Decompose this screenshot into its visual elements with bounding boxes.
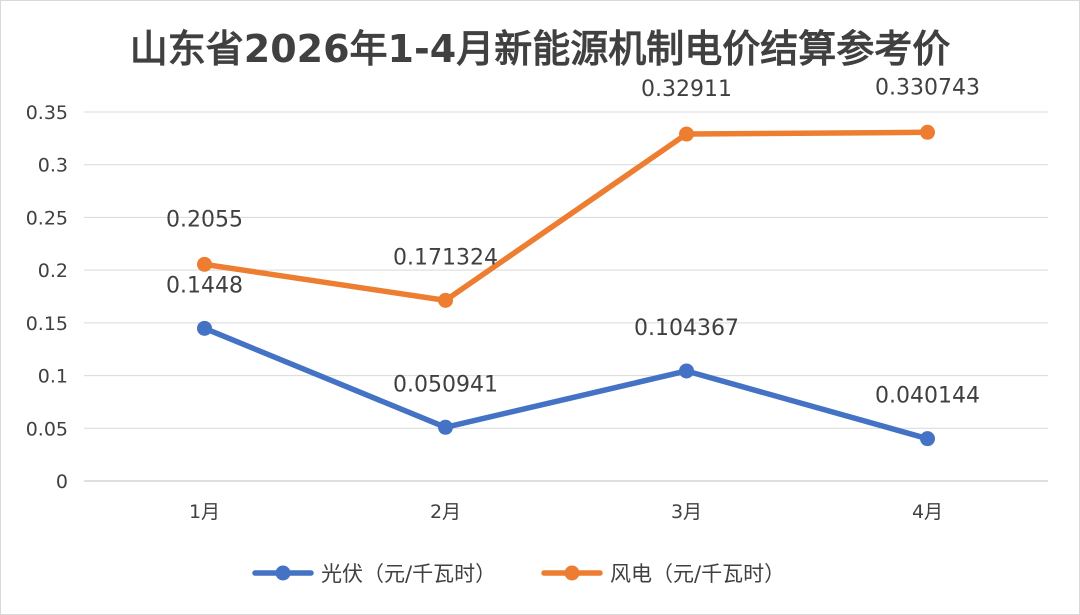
- y-tick-label: 0.25: [26, 207, 68, 229]
- data-point: [197, 256, 212, 272]
- series-line: [201, 129, 931, 304]
- y-tick-label: 0.15: [26, 313, 68, 335]
- x-axis-ticks: 1月 2月 3月 4月: [189, 501, 943, 523]
- data-labels: 0.1448 0.050941 0.104367 0.040144 0.2055 0.17…: [166, 75, 980, 408]
- chart-title: 山东省2026年1-4月新能源机制电价结算参考价: [129, 27, 951, 71]
- data-point: [679, 363, 694, 379]
- y-axis-ticks: 0 0.05 0.1 0.15 0.2 0.25 0.3 0.35: [26, 102, 68, 493]
- data-point: [920, 431, 935, 447]
- legend-swatch-marker: [564, 565, 580, 581]
- legend: 光伏（元/千瓦时） 风电（元/千瓦时）: [252, 562, 785, 586]
- data-label: 0.32911: [641, 77, 732, 102]
- data-point: [438, 419, 453, 435]
- series-lines: [197, 124, 935, 447]
- y-tick-label: 0.1: [38, 366, 68, 388]
- y-tick-label: 0.35: [26, 102, 68, 124]
- x-tick-label: 2月: [430, 501, 461, 523]
- data-point: [438, 292, 453, 308]
- data-point: [197, 320, 212, 336]
- data-label: 0.040144: [875, 384, 980, 409]
- x-tick-label: 3月: [671, 501, 702, 523]
- x-tick-label: 4月: [912, 501, 943, 523]
- y-tick-label: 0.3: [38, 155, 68, 177]
- y-tick-label: 0: [56, 471, 68, 493]
- data-label: 0.2055: [166, 207, 243, 232]
- data-point: [679, 126, 694, 142]
- data-label: 0.104367: [634, 316, 739, 341]
- legend-label: 光伏（元/千瓦时）: [321, 562, 496, 586]
- legend-label: 风电（元/千瓦时）: [610, 562, 785, 586]
- data-point: [920, 124, 935, 140]
- legend-swatch-marker: [275, 565, 291, 581]
- data-label: 0.330743: [875, 75, 980, 100]
- data-label: 0.050941: [393, 372, 498, 397]
- x-tick-label: 1月: [189, 501, 220, 523]
- series-line: [201, 325, 931, 442]
- y-tick-label: 0.05: [26, 418, 68, 440]
- data-label: 0.171324: [393, 245, 498, 270]
- data-label: 0.1448: [166, 273, 243, 298]
- y-tick-label: 0.2: [38, 260, 68, 282]
